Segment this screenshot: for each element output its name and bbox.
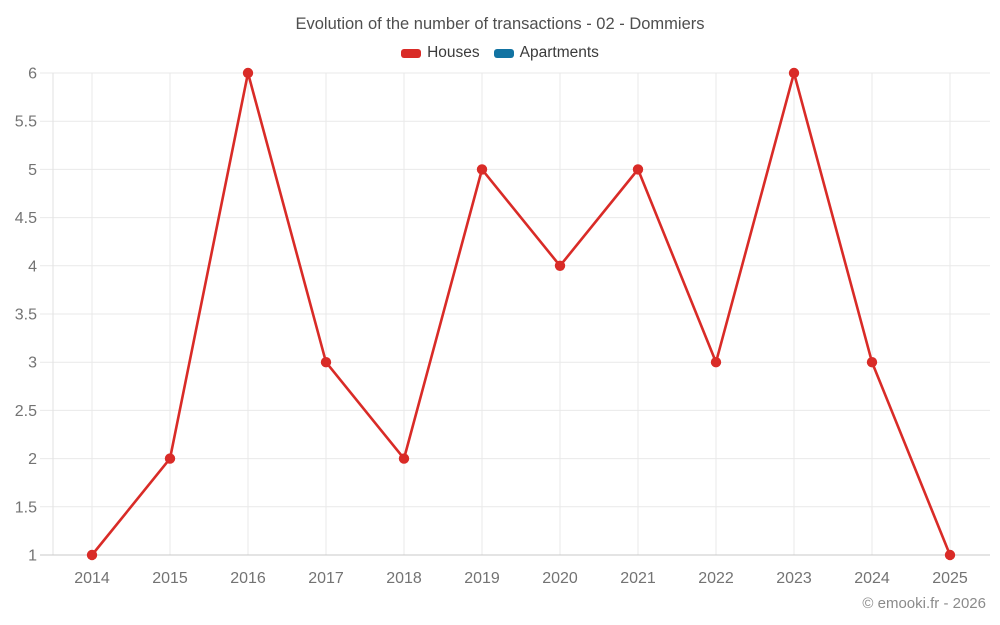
data-point-houses[interactable] [554,260,566,271]
houses-legend-swatch-icon [401,48,422,58]
data-point-houses[interactable] [476,164,488,175]
chart-title: Evolution of the number of transactions … [295,15,705,33]
copyright-text: © emooki.fr - 2026 [862,595,986,612]
y-tick-label: 2 [28,451,37,468]
y-tick-label: 6 [28,66,37,83]
data-point-houses[interactable] [632,164,644,175]
y-tick-label: 4 [28,258,37,275]
legend-label-apartments: Apartments [519,44,599,61]
data-point-houses[interactable] [398,453,410,464]
data-point-houses[interactable] [86,549,98,561]
data-point-houses[interactable] [866,357,878,368]
y-tick-label: 5.5 [15,114,37,131]
data-point-houses[interactable] [788,67,800,79]
data-point-houses[interactable] [320,357,332,368]
x-tick-label: 2018 [386,570,422,587]
series-line-houses [90,71,952,556]
legend-label-houses: Houses [427,44,480,61]
y-tick-label: 5 [28,162,37,179]
data-point-houses[interactable] [164,453,176,464]
x-tick-label: 2015 [152,570,188,587]
y-tick-label: 4.5 [15,210,37,227]
y-tick-label: 3 [28,355,37,372]
x-tick-label: 2025 [932,570,968,587]
x-tick-label: 2016 [230,570,266,587]
legend: Houses Apartments [0,44,1000,62]
y-tick-label: 3.5 [15,307,37,324]
legend-item-houses[interactable]: Houses [401,44,480,62]
data-point-houses[interactable] [710,357,722,368]
y-tick-label: 1 [28,548,37,565]
x-tick-label: 2014 [74,570,110,587]
x-tick-label: 2023 [776,570,812,587]
x-tick-label: 2022 [698,570,734,587]
x-tick-label: 2020 [542,570,578,587]
x-tick-label: 2017 [308,570,344,587]
apartments-legend-swatch-icon [493,48,514,58]
x-tick-label: 2021 [620,570,656,587]
data-point-houses[interactable] [944,549,956,561]
y-tick-label: 2.5 [15,403,37,420]
x-tick-label: 2024 [854,570,890,587]
y-tick-label: 1.5 [15,499,37,516]
x-tick-label: 2019 [464,570,500,587]
legend-item-apartments[interactable]: Apartments [493,44,599,62]
data-point-houses[interactable] [242,67,254,79]
